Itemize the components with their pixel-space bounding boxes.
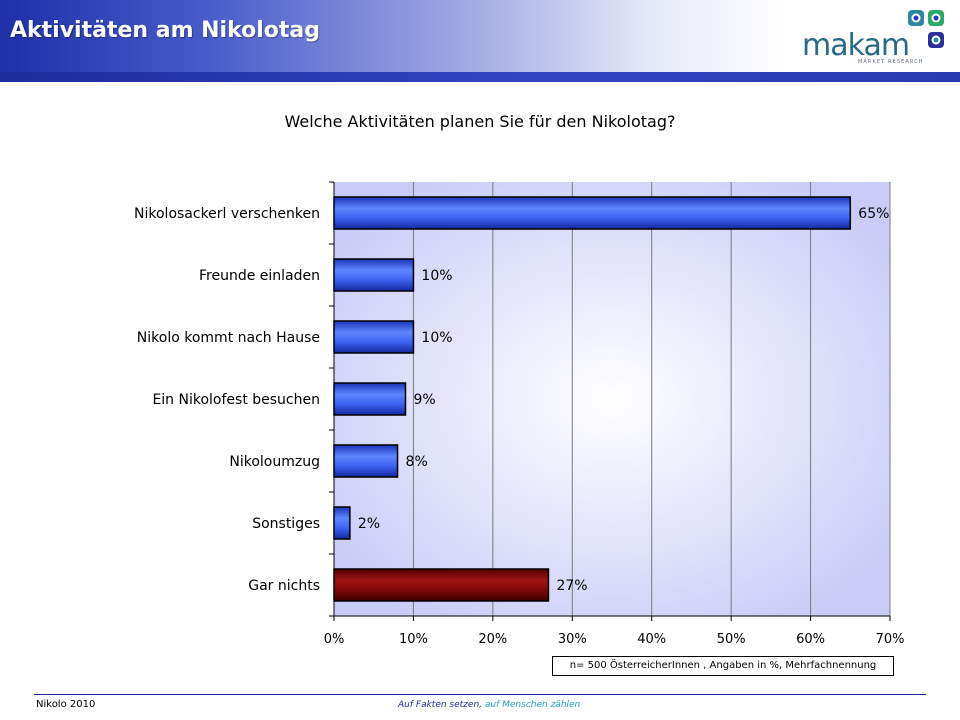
footer-slogan: Auf Fakten setzen, auf Menschen zählen bbox=[398, 700, 580, 710]
value-label: 2% bbox=[358, 516, 380, 532]
footer-slogan-part-b: auf Menschen zählen bbox=[482, 700, 581, 710]
x-tick-label: 60% bbox=[796, 632, 825, 647]
value-label: 10% bbox=[421, 268, 452, 284]
x-tick-label: 30% bbox=[558, 632, 587, 647]
bar bbox=[333, 444, 399, 478]
x-tick-label: 20% bbox=[478, 632, 507, 647]
slide-title: Aktivitäten am Nikolotag bbox=[10, 18, 321, 43]
value-label: 9% bbox=[413, 392, 435, 408]
category-labels: Nikolosackerl verschenken Freunde einlade… bbox=[134, 206, 320, 594]
logo-icon bbox=[908, 10, 944, 48]
category-label: Sonstiges bbox=[252, 516, 320, 532]
value-labels: 65% 10% 10% 9% 8% 2% 27% bbox=[358, 206, 890, 594]
header-banner bbox=[0, 0, 960, 72]
bar bbox=[333, 506, 351, 540]
x-tick-label: 50% bbox=[717, 632, 746, 647]
category-label: Nikoloumzug bbox=[229, 454, 320, 470]
category-label: Nikolo kommt nach Hause bbox=[137, 330, 320, 346]
bar bbox=[333, 196, 852, 230]
footer-divider bbox=[34, 694, 926, 695]
footer-slogan-part-a: Auf Fakten setzen, bbox=[398, 700, 483, 710]
gridlines bbox=[412, 182, 891, 616]
chart-title: Welche Aktivitäten planen Sie für den Ni… bbox=[285, 112, 676, 131]
x-tick-label: 40% bbox=[637, 632, 666, 647]
value-label: 65% bbox=[858, 206, 889, 222]
footer-left-text: Nikolo 2010 bbox=[36, 699, 96, 710]
sample-footnote: n= 500 ÖsterreicherInnen , Angaben in %,… bbox=[552, 656, 894, 676]
category-label: Nikolosackerl verschenken bbox=[134, 206, 320, 222]
bar bbox=[333, 320, 415, 354]
header-strip bbox=[0, 72, 960, 82]
category-label: Freunde einladen bbox=[199, 268, 320, 284]
plot-area bbox=[334, 182, 890, 616]
x-tick-label: 70% bbox=[876, 632, 905, 647]
makam-logo: makam MARKET RESEARCH bbox=[800, 8, 952, 68]
x-tick-label: 0% bbox=[324, 632, 345, 647]
category-label: Ein Nikolofest besuchen bbox=[152, 392, 320, 408]
bar bbox=[333, 568, 550, 602]
value-label: 8% bbox=[406, 454, 428, 470]
category-label: Gar nichts bbox=[248, 578, 320, 594]
logo-tagline: MARKET RESEARCH bbox=[858, 59, 924, 65]
value-label: 10% bbox=[421, 330, 452, 346]
x-tick-labels: 0% 10% 20% 30% 40% 50% 60% 70% bbox=[324, 632, 905, 647]
logo-wordmark: makam bbox=[802, 28, 910, 63]
bar bbox=[333, 258, 415, 292]
axes bbox=[329, 181, 891, 621]
bar bbox=[333, 382, 407, 416]
value-label: 27% bbox=[556, 578, 587, 594]
x-tick-label: 10% bbox=[399, 632, 428, 647]
